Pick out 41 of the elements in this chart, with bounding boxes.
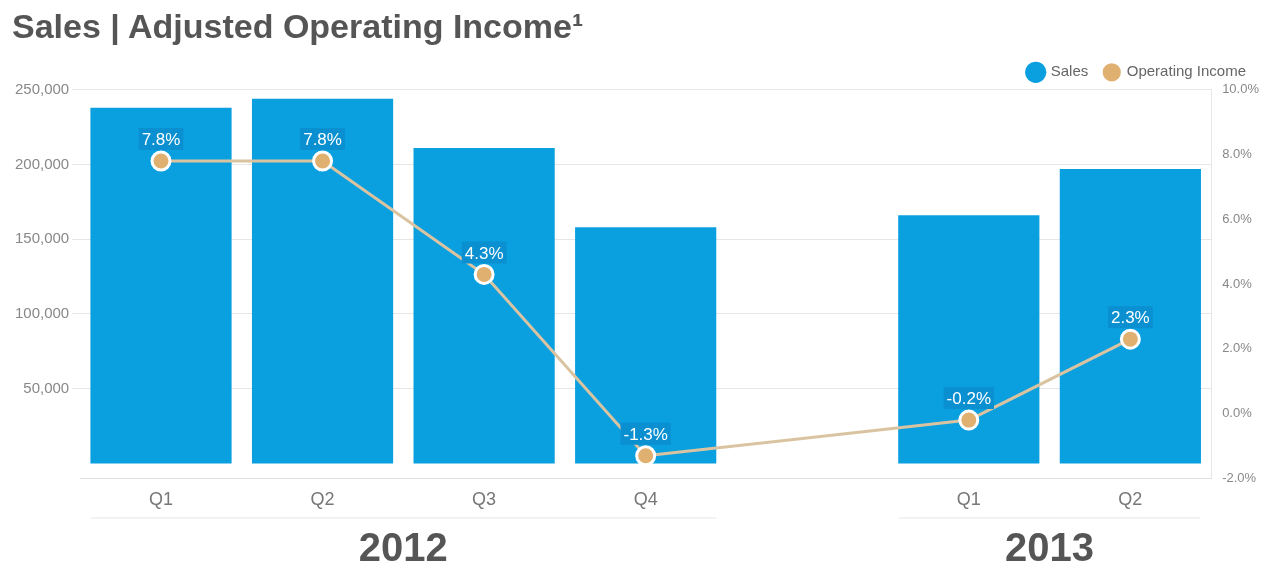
- x-tick-label: Q3: [472, 489, 497, 510]
- y-tick-label: 100,000: [14, 304, 70, 322]
- y2-tick-label: 6.0%: [1222, 210, 1253, 226]
- point: [312, 150, 334, 172]
- bar: [413, 148, 555, 464]
- y2-tick-label: 10.0%: [1222, 81, 1260, 97]
- text: 2012: [358, 525, 448, 570]
- bar: [90, 107, 232, 464]
- point: [473, 263, 495, 285]
- data-label: -0.2%: [946, 389, 992, 409]
- data-label: -1.3%: [623, 424, 668, 444]
- data-label: 4.3%: [464, 243, 504, 263]
- y2-tick-label: 4.0%: [1222, 275, 1253, 291]
- y-tick-label: 200,000: [14, 154, 70, 172]
- x-tick-label: Q1: [956, 489, 981, 510]
- y2-tick-label: 8.0%: [1222, 146, 1253, 162]
- point: [150, 150, 172, 172]
- point: [635, 445, 657, 467]
- bar: [251, 98, 394, 464]
- point: [1119, 328, 1141, 350]
- x-tick-label: Q2: [1118, 489, 1143, 510]
- data-label: 7.8%: [141, 130, 181, 150]
- legend-label: Operating Income: [1126, 62, 1246, 80]
- data-label: 2.3%: [1110, 308, 1150, 328]
- y-tick-label: 250,000: [14, 79, 70, 97]
- y-tick-label: 150,000: [14, 229, 70, 247]
- chart-title: Sales | Adjusted Operating Income¹: [12, 6, 584, 45]
- y2-tick-label: 0.0%: [1222, 405, 1253, 421]
- y-tick-label: 50,000: [23, 378, 70, 396]
- bar: [1059, 169, 1201, 464]
- y2-tick-label: 2.0%: [1222, 340, 1253, 356]
- bar: [898, 215, 1040, 464]
- x-tick-label: Q4: [633, 489, 658, 510]
- data-label: 7.8%: [303, 130, 342, 150]
- text: 2013: [1005, 525, 1095, 570]
- x-tick-label: Q1: [148, 489, 174, 510]
- bar: [575, 227, 717, 464]
- legend-label: Sales: [1050, 62, 1089, 80]
- point: [958, 409, 980, 431]
- x-tick-label: Q2: [310, 489, 335, 510]
- y2-tick-label: -2.0%: [1222, 469, 1257, 485]
